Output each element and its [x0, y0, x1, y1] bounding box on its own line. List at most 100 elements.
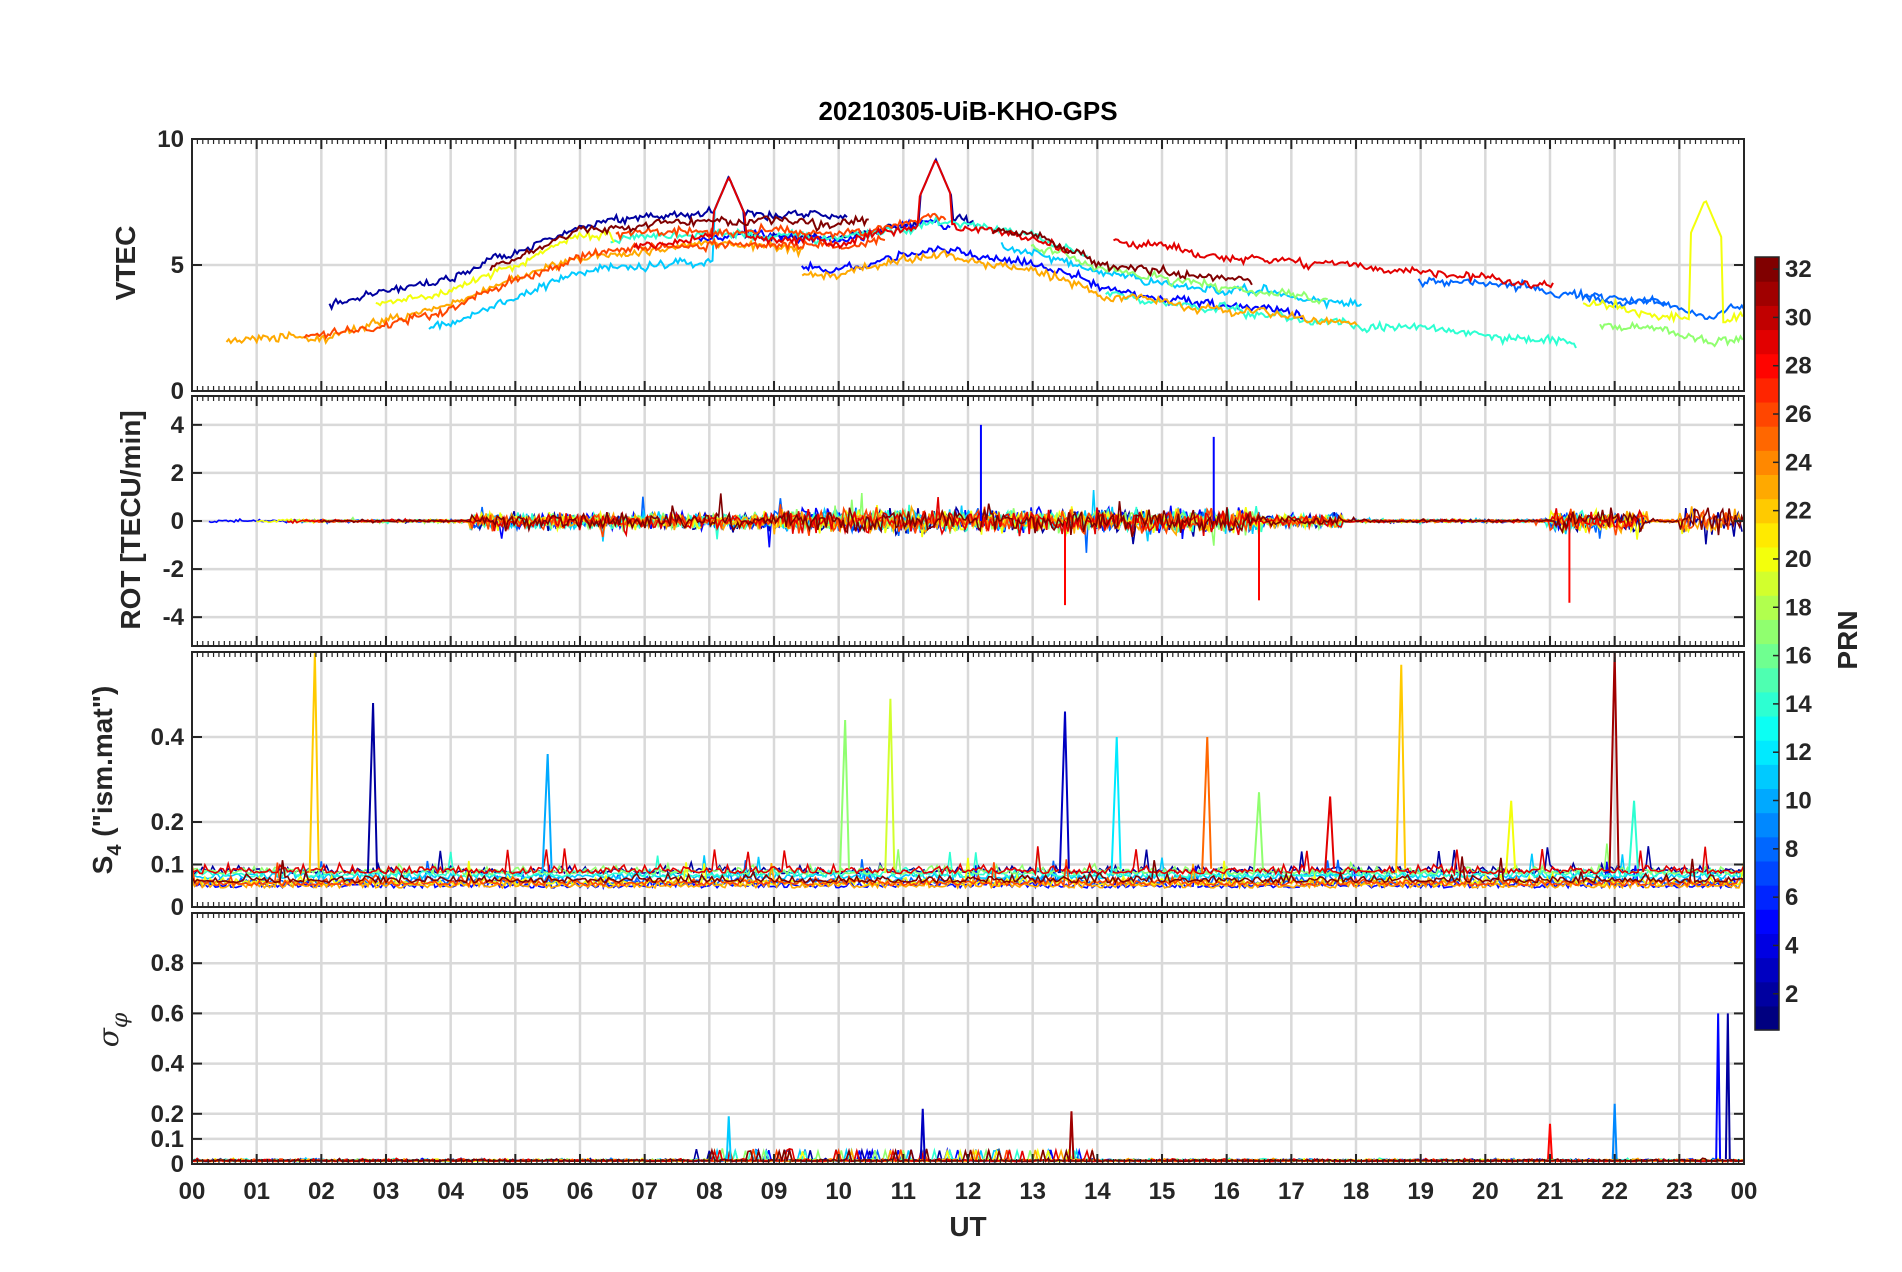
sigma-phi-spike-prn-31	[1068, 1111, 1075, 1160]
data-series	[192, 157, 1744, 1164]
s4-series-group	[192, 652, 1744, 891]
colorbar-tick-label: 26	[1785, 401, 1812, 428]
s4-ylabel-subscript: 4	[104, 844, 126, 856]
x-tick-label: 20	[1472, 1178, 1499, 1205]
y-tick-label-sigma_phi: 0.4	[151, 1051, 185, 1078]
x-tick-label: 12	[955, 1178, 982, 1205]
x-tick-label: 04	[437, 1178, 464, 1205]
s4-ylabel: S4 ("ism.mat")	[87, 686, 126, 875]
vtec-series-group	[225, 157, 1744, 349]
vtec-line-prn-2	[328, 175, 848, 312]
s4-spike-prn-14	[1627, 800, 1639, 874]
y-tick-label-sigma_phi: 0.8	[151, 950, 184, 977]
phi-subscript: φ	[108, 1012, 133, 1028]
colorbar-segment	[1755, 426, 1779, 451]
x-tick-label: 08	[696, 1178, 723, 1205]
s4-ylabel-suffix: ("ism.mat")	[87, 686, 118, 845]
vtec-line-prn-26	[615, 212, 947, 242]
s4-spike-prn-22	[308, 652, 320, 874]
x-tick-label: 05	[502, 1178, 529, 1205]
x-tick-label: 13	[1019, 1178, 1046, 1205]
vtec-line-prn-32	[991, 226, 1253, 286]
x-tick-label: 01	[243, 1178, 270, 1205]
rot-ylabel: ROT [TECU/min]	[115, 410, 146, 629]
x-tick-label: 06	[567, 1178, 594, 1205]
rot-series-group	[208, 424, 1744, 606]
y-tick-label-s4: 0	[171, 894, 184, 921]
colorbar-tick-label: 8	[1785, 836, 1798, 863]
vtec-line-prn-29	[1113, 238, 1554, 290]
x-tick-label: 02	[308, 1178, 335, 1205]
x-tick-label: 00	[1731, 1178, 1758, 1205]
s4-line-prn-32	[192, 856, 1744, 885]
s4-spike-prn-12	[1110, 736, 1122, 874]
colorbar-tick-label: 28	[1785, 353, 1812, 380]
colorbar-tick-label: 4	[1785, 932, 1799, 959]
chart-title: 20210305-UiB-KHO-GPS	[818, 96, 1117, 126]
x-tick-label: 07	[631, 1178, 658, 1205]
y-tick-label-sigma_phi: 0	[171, 1151, 184, 1178]
colorbar-segment	[1755, 1005, 1779, 1031]
colorbar-segment	[1755, 474, 1779, 500]
axes-frames	[191, 138, 1745, 1165]
y-tick-label-rot: 2	[171, 460, 184, 487]
s4-line-prn-23	[192, 862, 1744, 890]
colorbar-tick-label: 22	[1785, 498, 1812, 525]
x-tick-label: 11	[891, 1178, 916, 1205]
rot-line-prn-32	[319, 493, 1744, 538]
y-tick-label-rot: 4	[171, 412, 185, 439]
s4-spike-prn-3	[1058, 711, 1070, 874]
colorbar-tick-label: 20	[1785, 546, 1812, 573]
y-tick-label-rot: -4	[163, 604, 185, 631]
colorbar-tick-label: 6	[1785, 884, 1798, 911]
s4-spike-prn-22	[1395, 664, 1407, 874]
colorbar-tick-label: 12	[1785, 739, 1812, 766]
colorbar-segment	[1755, 281, 1779, 306]
y-tick-label-sigma_phi: 0.2	[151, 1101, 184, 1128]
sigma-phi-spike-prn-9	[1611, 1103, 1618, 1160]
colorbar-tick-label: 30	[1785, 304, 1812, 331]
x-tick-label: 16	[1213, 1178, 1240, 1205]
x-tick-label: 03	[373, 1178, 400, 1205]
vtec-line-prn-23	[801, 249, 1358, 326]
colorbar-tick-label: 10	[1785, 788, 1812, 815]
colorbar-tick-label: 14	[1785, 691, 1812, 718]
x-tick-label: 15	[1149, 1178, 1176, 1205]
y-tick-label-sigma_phi: 0.1	[151, 1126, 184, 1153]
y-tick-label-rot: 0	[171, 508, 184, 535]
colorbar-frame	[1754, 256, 1780, 1031]
colorbar-segment	[1755, 522, 1779, 548]
sigma-phi-spike-prn-3	[919, 1108, 926, 1160]
colorbar-segment	[1755, 619, 1779, 645]
x-tick-label: 23	[1666, 1178, 1693, 1205]
s4-spike-prn-25	[1201, 736, 1213, 874]
sigma-phi-spike-prn-2	[1724, 1013, 1731, 1159]
s4-spike-prn-2	[366, 702, 378, 874]
colorbar-tick-label: 32	[1785, 256, 1812, 283]
s4-spike-prn-10	[541, 753, 553, 874]
vtec-line-prn-32	[489, 214, 869, 272]
s4-spike-prn-20	[1505, 800, 1517, 874]
colorbar-segment	[1755, 571, 1779, 596]
s4-spike-prn-17	[1252, 792, 1264, 874]
sigma-phi-spike-prn-11	[725, 1116, 732, 1160]
y-tick-label-vtec: 10	[157, 126, 184, 153]
colorbar-label: PRN	[1832, 610, 1863, 669]
colorbar-segment	[1755, 329, 1779, 355]
x-tick-label: 19	[1407, 1178, 1434, 1205]
x-tick-label: 14	[1084, 1178, 1111, 1205]
s4-spike-prn-29	[1323, 796, 1336, 874]
y-tick-label-vtec: 5	[171, 252, 184, 279]
sigma-phi-spike-prn-5	[1715, 1013, 1722, 1159]
colorbar-tick-label: 16	[1785, 643, 1812, 670]
vtec-line-prn-17	[1599, 320, 1744, 348]
y-tick-label-sigma_phi: 0.6	[151, 1000, 184, 1027]
s4-spike-prn-19	[884, 698, 896, 874]
x-tick-label: 10	[825, 1178, 852, 1205]
y-tick-label-s4: 0.4	[151, 724, 185, 751]
y-tick-label-vtec: 0	[171, 378, 184, 405]
colorbar-tick-label: 18	[1785, 594, 1812, 621]
colorbar-segment	[1755, 764, 1779, 790]
